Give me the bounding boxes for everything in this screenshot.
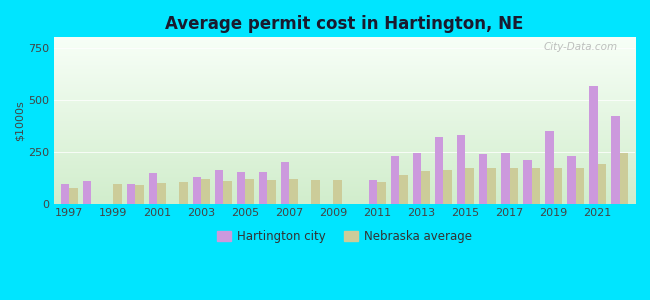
Bar xyxy=(83,181,91,204)
Bar xyxy=(281,162,289,204)
Bar xyxy=(532,168,540,204)
Bar xyxy=(510,168,518,204)
Bar xyxy=(479,154,488,204)
Bar xyxy=(127,184,135,204)
Bar xyxy=(435,137,443,204)
Bar xyxy=(311,180,320,204)
Legend: Hartington city, Nebraska average: Hartington city, Nebraska average xyxy=(213,225,476,248)
Bar xyxy=(523,160,532,204)
Bar xyxy=(611,116,619,204)
Bar xyxy=(378,182,385,204)
Bar xyxy=(237,172,245,204)
Bar xyxy=(289,179,298,204)
Bar xyxy=(554,168,562,204)
Bar xyxy=(224,181,231,204)
Bar xyxy=(179,182,188,204)
Bar xyxy=(575,168,584,204)
Bar xyxy=(113,184,122,204)
Bar xyxy=(202,179,210,204)
Bar xyxy=(421,171,430,204)
Bar xyxy=(333,180,342,204)
Bar xyxy=(193,177,202,204)
Bar xyxy=(399,175,408,204)
Bar xyxy=(267,180,276,204)
Bar xyxy=(369,180,378,204)
Bar xyxy=(391,156,399,204)
Bar xyxy=(245,179,254,204)
Y-axis label: $1000s: $1000s xyxy=(15,100,25,141)
Bar xyxy=(457,135,465,204)
Bar xyxy=(597,164,606,204)
Bar xyxy=(545,131,554,204)
Bar xyxy=(619,153,628,204)
Bar xyxy=(157,183,166,204)
Bar xyxy=(135,185,144,204)
Bar xyxy=(567,156,575,204)
Bar xyxy=(443,170,452,204)
Bar xyxy=(69,188,77,204)
Bar xyxy=(259,172,267,204)
Bar xyxy=(215,170,224,204)
Bar xyxy=(149,173,157,204)
Bar xyxy=(465,168,474,204)
Title: Average permit cost in Hartington, NE: Average permit cost in Hartington, NE xyxy=(165,15,523,33)
Bar xyxy=(488,168,496,204)
Bar xyxy=(501,153,510,204)
Bar xyxy=(61,184,69,204)
Bar xyxy=(413,153,421,204)
Bar xyxy=(589,86,597,204)
Text: City-Data.com: City-Data.com xyxy=(543,42,618,52)
